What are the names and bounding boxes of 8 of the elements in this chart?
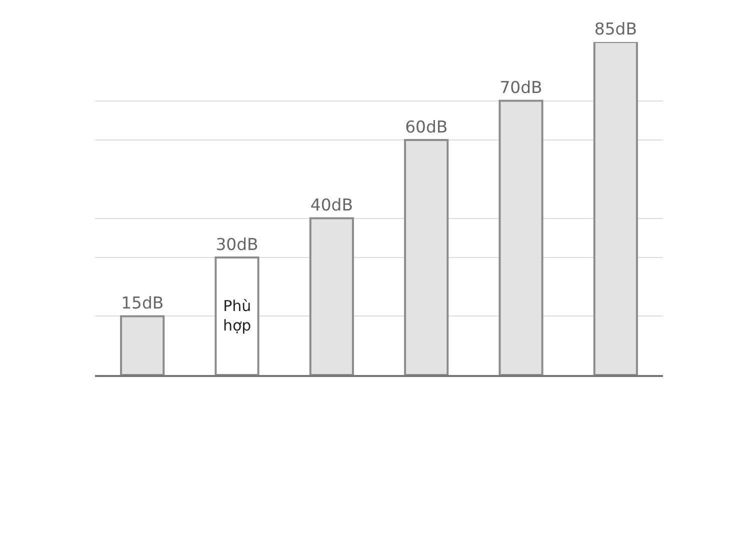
data-label: 85dB — [594, 19, 637, 38]
data-label: 60dB — [405, 117, 448, 136]
bar — [214, 256, 260, 375]
data-label: 30dB — [216, 234, 258, 254]
data-label: 15dB — [121, 294, 164, 313]
data-label: 70dB — [500, 78, 542, 98]
data-label: 40dB — [310, 196, 353, 215]
annotation: Phù hợp — [223, 297, 252, 334]
